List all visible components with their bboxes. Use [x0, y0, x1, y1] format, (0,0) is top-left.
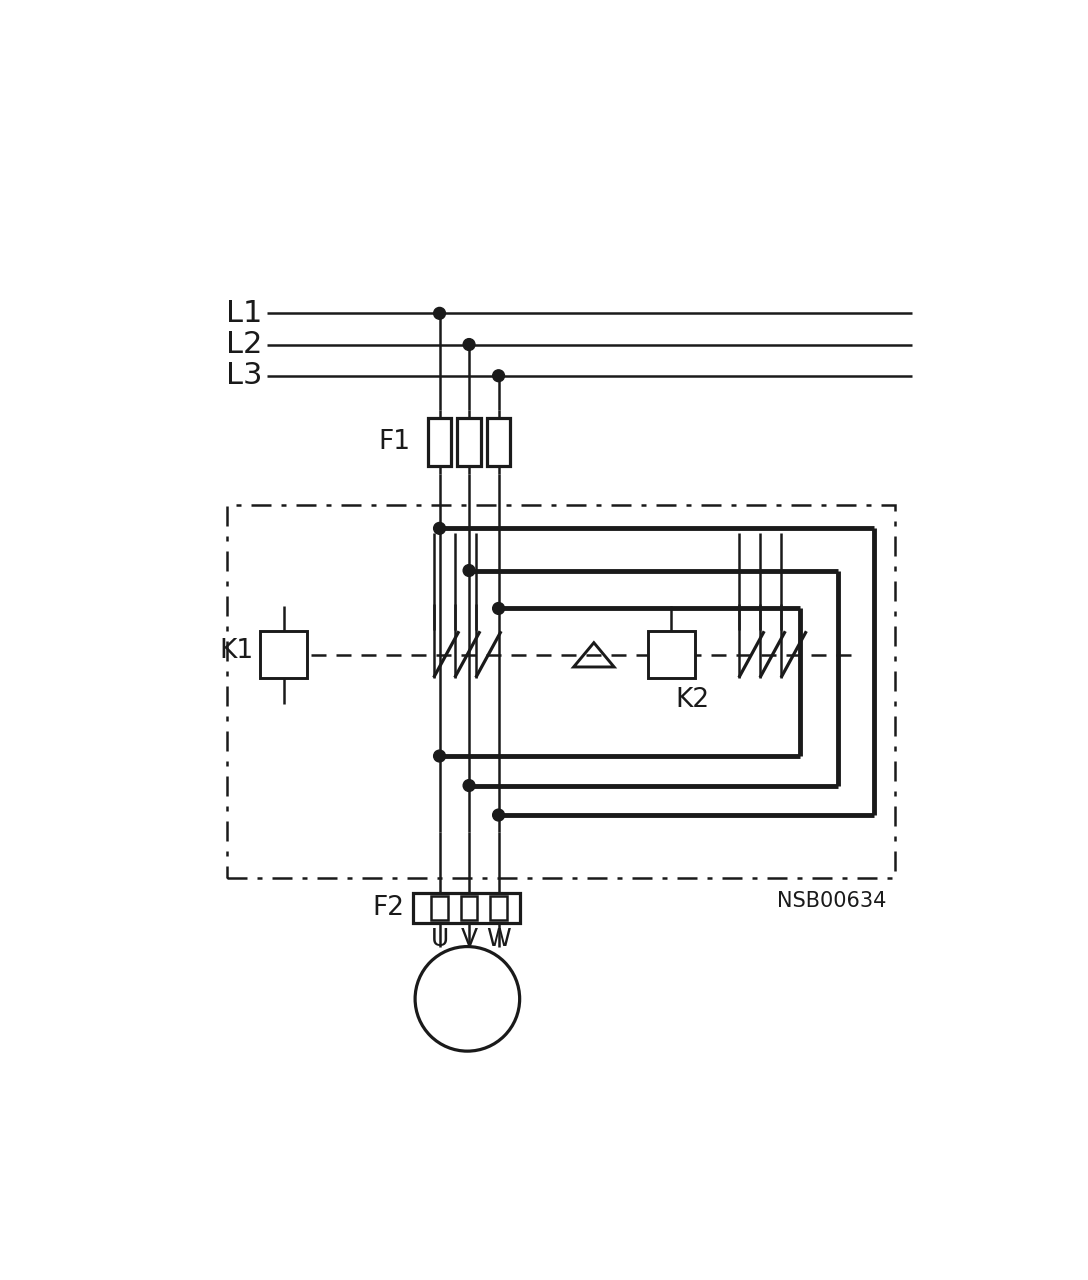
Circle shape [434, 307, 445, 319]
Text: 3~: 3~ [447, 1000, 487, 1028]
Circle shape [416, 947, 520, 1051]
Bar [431, 896, 448, 920]
Text: F1: F1 [378, 429, 410, 454]
Bar [412, 893, 520, 923]
Circle shape [463, 339, 475, 351]
Bar [260, 631, 307, 678]
Text: W: W [486, 927, 511, 951]
Text: U: U [431, 927, 448, 951]
Text: F2: F2 [372, 895, 404, 922]
Text: M: M [456, 970, 480, 997]
Text: V: V [460, 927, 478, 951]
Text: L3: L3 [226, 361, 262, 390]
Bar [486, 419, 510, 466]
Bar [460, 896, 478, 920]
Circle shape [434, 750, 445, 762]
Circle shape [463, 780, 475, 791]
Circle shape [463, 564, 475, 576]
Text: L2: L2 [226, 330, 262, 358]
Text: L1: L1 [226, 298, 262, 328]
Text: K2: K2 [676, 687, 709, 713]
Bar [457, 419, 481, 466]
Bar [647, 631, 695, 678]
Circle shape [493, 370, 505, 381]
Bar [428, 419, 452, 466]
Circle shape [493, 603, 505, 614]
Circle shape [493, 809, 505, 820]
Text: K1: K1 [219, 639, 254, 664]
Bar [490, 896, 507, 920]
Text: NSB00634: NSB00634 [777, 891, 887, 911]
Bar [227, 504, 895, 878]
Circle shape [434, 522, 445, 534]
